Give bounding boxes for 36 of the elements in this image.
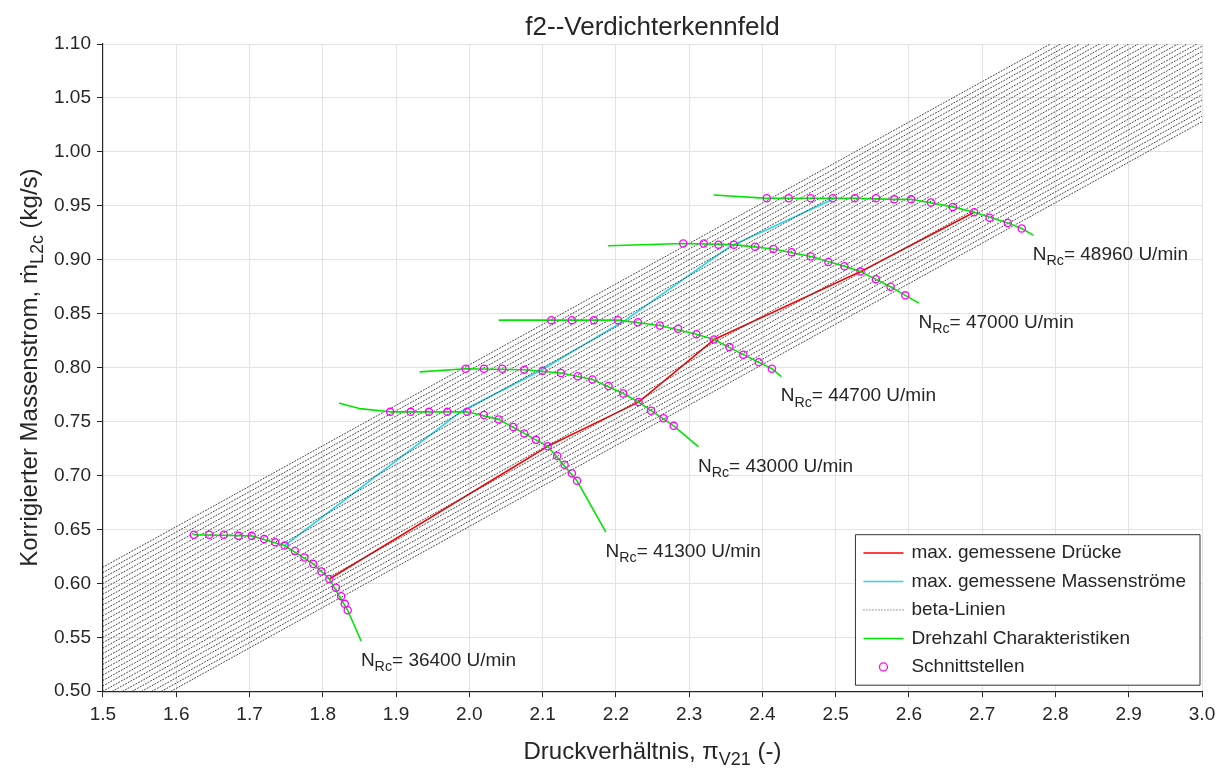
x-tick-label: 3.0 [1188, 702, 1216, 724]
y-tick-label: 1.00 [54, 140, 91, 162]
legend-label: Drehzahl Charakteristiken [911, 626, 1131, 648]
x-tick-label: 2.8 [1042, 702, 1069, 724]
y-tick-label: 0.50 [54, 679, 91, 701]
y-tick-label: 0.90 [54, 247, 91, 269]
x-tick-label: 2.5 [822, 702, 849, 724]
legend-label: max. gemessene Massenströme [911, 569, 1187, 591]
legend-label: beta-Linien [911, 598, 1006, 620]
chart-title: f2--Verdichterkennfeld [525, 11, 780, 42]
x-tick-label: 2.3 [675, 702, 703, 724]
x-tick-label: 1.9 [382, 702, 410, 724]
x-tick-label: 2.6 [895, 702, 923, 724]
x-tick-label: 2.1 [529, 702, 556, 724]
x-tick-label: 2.7 [968, 702, 996, 724]
x-tick-label: 1.7 [236, 702, 263, 724]
y-tick-label: 0.80 [54, 355, 91, 377]
y-tick-label: 0.65 [54, 517, 91, 539]
y-tick-label: 0.95 [54, 194, 91, 216]
x-tick-label: 2.4 [749, 702, 777, 724]
y-tick-label: 0.75 [54, 409, 91, 431]
x-tick-label: 1.5 [89, 702, 117, 724]
y-tick-label: 0.70 [54, 463, 91, 485]
y-tick-label: 0.55 [54, 625, 91, 647]
x-tick-label: 2.0 [456, 702, 483, 724]
y-tick-label: 1.05 [54, 86, 91, 108]
y-tick-label: 0.85 [54, 301, 91, 323]
y-tick-label: 0.60 [54, 571, 91, 593]
y-tick-label: 1.10 [54, 32, 91, 54]
x-tick-label: 1.8 [309, 702, 336, 724]
legend-label: max. gemessene Drücke [911, 541, 1122, 563]
legend-label: Schnittstellen [911, 655, 1025, 677]
x-tick-label: 2.2 [602, 702, 630, 724]
y-axis-title: Korrigierter Massenstrom, ṁL2c (kg/s) [14, 168, 48, 567]
x-tick-label: 1.6 [163, 702, 190, 724]
x-tick-label: 2.9 [1115, 702, 1142, 724]
